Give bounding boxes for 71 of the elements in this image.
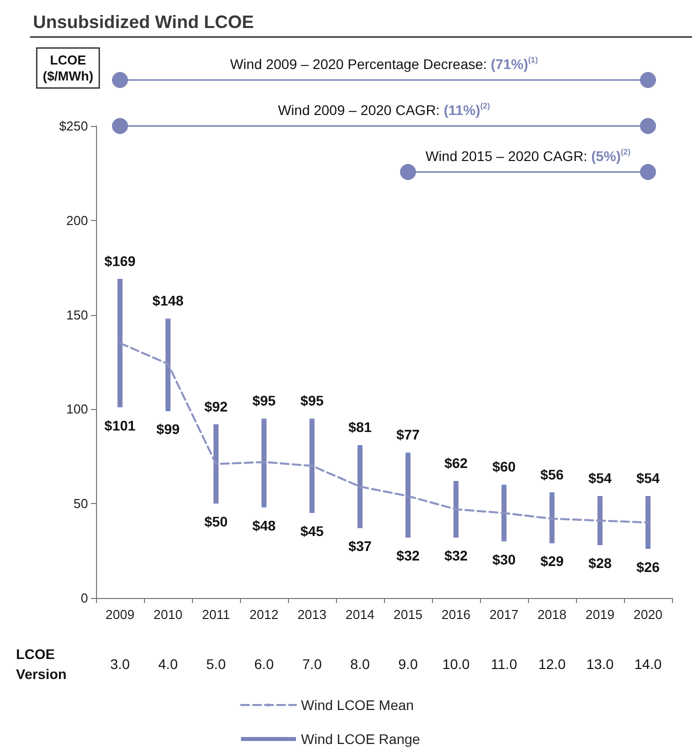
- chart-title: Unsubsidized Wind LCOE: [33, 12, 254, 32]
- annotation: $101: [104, 417, 136, 434]
- x-tick-label: 2013: [298, 607, 326, 622]
- x-tick-label: 2020: [634, 607, 662, 622]
- bar: [550, 492, 554, 544]
- text: 13.0: [586, 656, 614, 672]
- annotation: $54: [636, 470, 660, 486]
- x-tick-label: 2009: [106, 607, 134, 622]
- y-tick-label: 0: [80, 590, 88, 606]
- y-axis-title: LCOE ($/MWh): [42, 52, 94, 84]
- annotation: $37: [348, 538, 372, 554]
- annotation: $26: [636, 558, 660, 575]
- annotation: $54: [588, 470, 612, 486]
- text: 8.0: [350, 656, 370, 672]
- annotation: $32: [444, 548, 468, 564]
- annotation: $29: [540, 553, 564, 570]
- x-tick-label: 2018: [538, 607, 566, 622]
- annotation: $30: [492, 551, 516, 568]
- bar: [646, 496, 650, 549]
- text: LCOE Version: [16, 646, 67, 682]
- annotation: $28: [588, 555, 612, 572]
- text: 7.0: [302, 656, 322, 672]
- bar: [214, 424, 218, 504]
- x-tick-label: 2016: [442, 607, 470, 622]
- annotation: $32: [396, 548, 420, 564]
- text: 10.0: [442, 656, 470, 672]
- annotation: $60: [492, 458, 516, 475]
- text: 11.0: [490, 656, 518, 672]
- x-tick-label: 2011: [202, 607, 230, 622]
- bar: [598, 496, 602, 546]
- bar: [262, 418, 266, 508]
- annotation: $77: [396, 426, 420, 443]
- annotation: $95: [252, 392, 276, 409]
- annotation: $95: [300, 392, 324, 409]
- legend-label: Wind LCOE Range: [301, 731, 420, 747]
- annotation: $56: [540, 466, 564, 482]
- text: 5.0: [206, 656, 226, 672]
- legend-label: Wind LCOE Mean: [301, 697, 414, 713]
- text: 14.0: [634, 656, 662, 672]
- bar: [358, 445, 362, 528]
- annotation: $92: [204, 398, 228, 414]
- bar: [166, 318, 170, 412]
- text: 6.0: [254, 656, 274, 672]
- annotation: $48: [252, 517, 276, 534]
- y-tick-label: 100: [66, 402, 88, 417]
- x-tick-label: 2019: [586, 607, 614, 622]
- x-tick-label: 2015: [394, 607, 422, 622]
- annotation: $50: [204, 514, 228, 530]
- x-tick-label: 2017: [490, 607, 518, 622]
- bar: [502, 484, 506, 542]
- x-tick-label: 2010: [154, 607, 182, 622]
- y-tick-label: $250: [59, 118, 88, 134]
- text: 4.0: [158, 656, 178, 672]
- bar: [406, 452, 410, 538]
- annotation: $148: [152, 292, 184, 309]
- annotation: $169: [104, 252, 136, 269]
- annotation: $45: [300, 523, 324, 540]
- text: 3.0: [110, 656, 130, 672]
- x-tick-label: 2012: [250, 607, 278, 622]
- y-tick-label: 150: [66, 307, 88, 322]
- text: 9.0: [398, 656, 418, 672]
- bar: [454, 480, 458, 538]
- text: 12.0: [538, 656, 566, 672]
- annotation: $62: [444, 454, 468, 471]
- bar: [118, 278, 122, 408]
- annotation: $81: [348, 419, 372, 436]
- y-tick-label: 200: [66, 212, 88, 228]
- annotation: $99: [156, 421, 180, 438]
- bar: [310, 418, 314, 514]
- x-tick-label: 2014: [346, 607, 374, 622]
- y-tick-label: 50: [74, 496, 88, 512]
